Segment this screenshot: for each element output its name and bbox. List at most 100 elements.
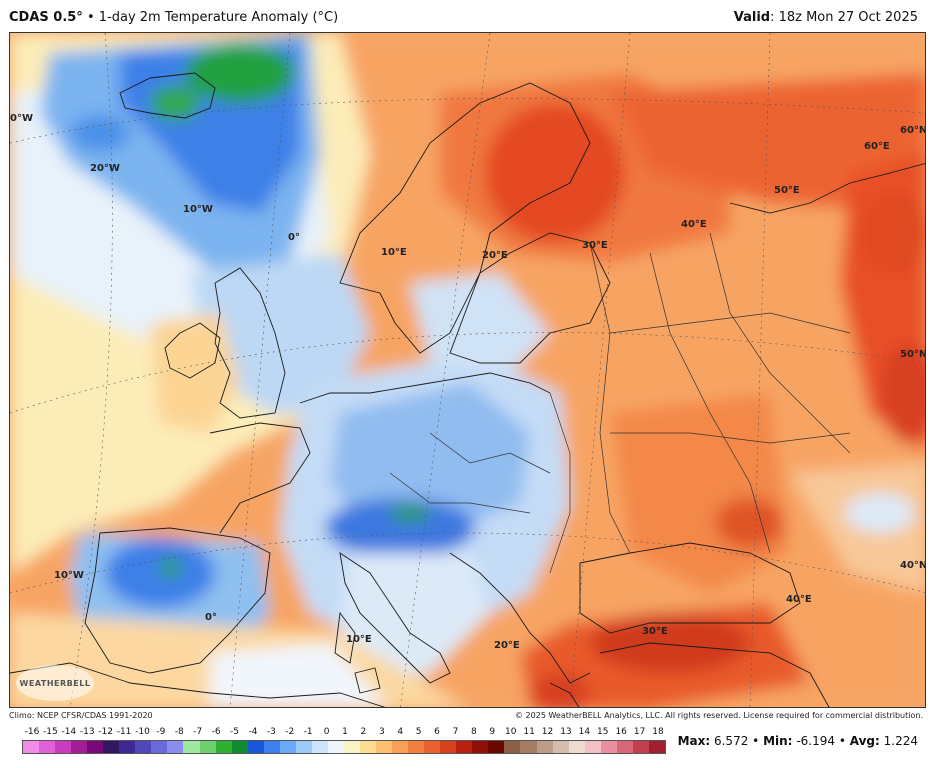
colorbar-swatch [359, 741, 377, 753]
lon-label-40e-top: 40°E [681, 219, 707, 230]
colorbar-swatch [552, 741, 569, 753]
colorbar-swatch [568, 741, 585, 753]
colorbar-tick-label: 16 [615, 727, 627, 737]
colorbar-tick-label: 5 [415, 727, 422, 737]
valid-label: Valid [733, 10, 771, 25]
colorbar-tick-label: 10 [504, 727, 517, 737]
colorbar-swatch [295, 741, 312, 753]
colorbar-swatch [616, 741, 633, 753]
coastlines [10, 72, 925, 707]
colorbar-swatch [23, 741, 40, 753]
colorbar-tick-label: -9 [156, 727, 166, 737]
colorbar-swatch [87, 741, 104, 753]
anomaly-map[interactable]: 0°W 20°W 10°W 0° 10°E 20°E 30°E 40°E 50°… [9, 32, 926, 708]
colorbar-tick-label: -8 [174, 727, 184, 737]
colorbar-tick-label: -4 [248, 727, 258, 737]
stats-summary: Max: 6.572 • Min: -6.194 • Avg: 1.224 [678, 734, 918, 748]
colorbar-tick-label: 2 [360, 727, 367, 737]
colorbar-swatch [488, 741, 505, 753]
colorbar-swatch [55, 741, 72, 753]
lon-label-20e-top: 20°E [482, 250, 508, 261]
lon-label-0-bottom: 0° [205, 612, 217, 623]
anomaly-field [10, 33, 925, 707]
colorbar-swatch [376, 741, 393, 753]
colorbar-swatch [440, 741, 457, 753]
colorbar-swatch [520, 741, 537, 753]
graticule [10, 33, 925, 707]
max-value: 6.572 [713, 734, 749, 748]
colorbar-swatch [215, 741, 232, 753]
colorbar-swatch [504, 741, 521, 753]
valid-value: : 18z Mon 27 Oct 2025 [770, 10, 918, 25]
title-separator: • [86, 10, 95, 25]
colorbar-swatch [247, 741, 264, 753]
stats-sep-2: • [838, 734, 846, 748]
lon-label-0w: 0°W [10, 113, 33, 124]
colorbar-swatch [311, 741, 328, 753]
colorbar-tick-label: -7 [193, 727, 203, 737]
colorbar-tick-label: 8 [471, 727, 477, 737]
borders [389, 232, 851, 574]
colorbar-tick-label: 18 [652, 727, 664, 737]
colorbar-tick-label: 1 [342, 727, 348, 737]
colorbar-swatch [584, 741, 601, 753]
colorbar-swatch [424, 741, 441, 753]
colorbar-tick-label: 6 [434, 727, 440, 737]
colorbar-ticks: -16 -15 -14 -13 -12 -11 -10 -9 -8 -7 -6 -5 -4 -3 -2 -1 0… [25, 727, 664, 737]
colorbar-tick-label: -10 [135, 727, 150, 737]
lon-label-30e-top: 30°E [582, 240, 608, 251]
colorbar-tick-label: -1 [303, 727, 313, 737]
map-canvas [10, 33, 925, 707]
colorbar-swatch [327, 741, 344, 753]
colorbar-swatch [39, 741, 56, 753]
colorbar-tick-label: -15 [43, 727, 58, 737]
colorbar-tick-label: 3 [378, 727, 385, 737]
colorbar-swatch [600, 741, 617, 753]
lon-label-30e-bottom: 30°E [642, 626, 668, 637]
colorbar-swatch [536, 741, 553, 753]
colorbar-tick-label: -12 [98, 727, 113, 737]
colorbar-swatch [263, 741, 280, 753]
colorbar-tick-label: 13 [560, 727, 572, 737]
colorbar-swatch [472, 741, 489, 753]
colorbar-swatch [408, 741, 425, 753]
min-value: -6.194 [796, 734, 835, 748]
colorbar-tick-label: -3 [266, 727, 276, 737]
colorbar-tick-label: 9 [489, 727, 496, 737]
min-label: Min: [763, 734, 793, 748]
lat-label-60n: 60°N [900, 125, 926, 136]
colorbar-tick-label: 0 [323, 727, 330, 737]
colorbar-swatch [456, 741, 473, 753]
colorbar-swatch [392, 741, 409, 753]
colorbar-tick-label: 4 [397, 727, 404, 737]
colorbar-tick-label: -11 [116, 727, 132, 737]
lon-label-0-top: 0° [288, 232, 300, 243]
max-label: Max: [677, 734, 711, 748]
valid-time: Valid: 18z Mon 27 Oct 2025 [734, 10, 918, 25]
colorbar-swatch [231, 741, 248, 753]
lon-label-40e-bottom: 40°E [786, 594, 812, 605]
weatherbell-logo: WEATHERBELL [16, 665, 94, 701]
colorbar-tick-label: -6 [211, 727, 221, 737]
lon-label-10w-top: 10°W [183, 204, 213, 215]
lat-label-50n: 50°N [900, 349, 926, 360]
lat-label-40n: 40°N [900, 560, 926, 571]
lon-label-20w: 20°W [90, 163, 120, 174]
colorbar-swatch [279, 741, 296, 753]
colorbar-swatch [648, 741, 665, 753]
climo-note: Climo: NCEP CFSR/CDAS 1991-2020 [9, 711, 153, 720]
lon-label-10e-bottom: 10°E [346, 634, 372, 645]
colorbar [22, 740, 666, 754]
lon-label-50e: 50°E [774, 185, 800, 196]
colorbar-swatch [103, 741, 120, 753]
map-title: CDAS 0.5° • 1-day 2m Temperature Anomaly… [9, 10, 338, 25]
product-name: 1-day 2m Temperature Anomaly (°C) [98, 10, 339, 25]
model-name: CDAS 0.5° [9, 10, 83, 25]
header-bar: CDAS 0.5° • 1-day 2m Temperature Anomaly… [0, 0, 935, 32]
colorbar-swatch [135, 741, 152, 753]
colorbar-swatch [199, 741, 216, 753]
colorbar-swatch [151, 741, 168, 753]
lon-label-10w-bottom: 10°W [54, 570, 84, 581]
lon-label-60e: 60°E [864, 141, 890, 152]
colorbar-tick-label: 12 [541, 727, 554, 737]
